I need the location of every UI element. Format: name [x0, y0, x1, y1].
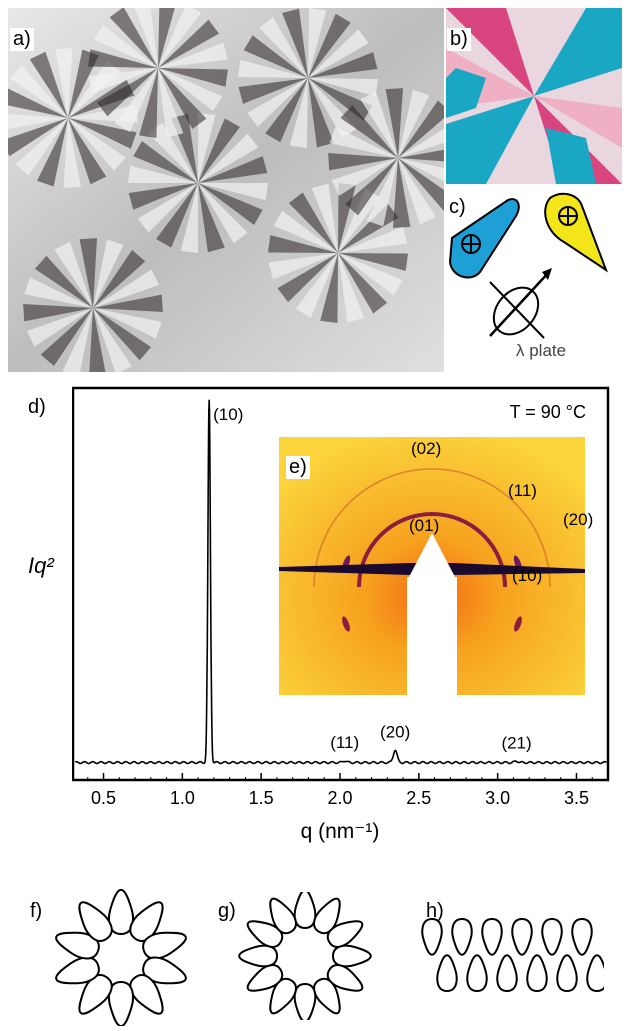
molecule-outline: [421, 917, 443, 956]
molecule-outline: [78, 901, 113, 942]
packing-schematic-g: [230, 889, 380, 1023]
lambda-plate-label: λ plate: [516, 341, 566, 360]
molecule-outline: [466, 954, 488, 993]
molecule-outline: [526, 954, 548, 993]
molecule-outline: [78, 974, 113, 1015]
saxs-2d-pattern: [279, 437, 585, 695]
molecule-outline: [269, 977, 297, 1015]
molecule-outline: [55, 931, 100, 960]
molecule-outline: [246, 964, 284, 992]
molecule-outline: [246, 920, 284, 948]
inset-reflection-label: (20): [563, 510, 594, 529]
molecule-outline: [108, 888, 134, 936]
molecule-outline: [556, 954, 578, 993]
panel-label-h: h): [426, 900, 444, 922]
panel-label-b: b): [447, 28, 471, 51]
pom-lambda-plate-image: [446, 8, 622, 184]
molecule-outline: [481, 917, 503, 956]
molecule-outline: [293, 889, 317, 930]
molecule-outline: [108, 980, 134, 1028]
molecule-outline: [436, 954, 458, 993]
x-tick-label: 3.5: [564, 788, 589, 808]
molecule-outline: [269, 897, 297, 935]
x-tick-label: 0.5: [91, 788, 116, 808]
peak-label: (20): [380, 722, 410, 741]
molecule-outline: [511, 917, 533, 956]
molecule-outline: [331, 944, 372, 968]
saxs-profile-line: [74, 399, 607, 765]
molecule-outline: [451, 917, 473, 956]
packing-schematic-f: [46, 886, 196, 1028]
y-axis-label: Iq²: [28, 553, 54, 579]
inset-reflection-label: (11): [508, 481, 537, 500]
molecule-outline: [496, 954, 518, 993]
lambda-plate-diagram: λ plate: [446, 186, 622, 366]
packing-schematic-h: [414, 912, 608, 1002]
y-axis-label-text: Iq²: [28, 553, 54, 578]
peak-label: (21): [501, 734, 531, 753]
molecule-outline: [326, 920, 364, 948]
x-tick-label: 2.0: [327, 788, 352, 808]
molecule-outline: [541, 917, 563, 956]
panel-label-a: a): [10, 28, 34, 51]
panel-label-d: d): [28, 396, 46, 418]
panel-label-f: f): [30, 900, 43, 922]
blue-indicator-shape: [448, 198, 520, 279]
x-tick-label: 1.5: [249, 788, 274, 808]
inset-reflection-label: (01): [409, 516, 440, 535]
molecule-outline: [313, 897, 341, 935]
saxs-chart: 0.5 1.0 1.5 2.0 2.5 3.0 3.5 (10) (11) (20) (21) T =…: [71, 386, 622, 856]
molecule-outline: [55, 956, 100, 985]
molecule-outline: [326, 964, 364, 992]
x-tick-label: 1.0: [170, 788, 195, 808]
molecule-outline: [313, 977, 341, 1015]
panel-label-e: e): [286, 456, 310, 479]
inset-reflection-label: (10): [512, 566, 543, 585]
x-tick-label: 2.5: [406, 788, 431, 808]
temperature-label: T = 90 °C: [510, 402, 586, 422]
inset-reflection-label: (02): [411, 439, 442, 458]
pom-texture-image: [8, 8, 444, 372]
molecule-outline: [129, 974, 164, 1015]
molecule-outline: [142, 931, 187, 960]
yellow-indicator-shape: [544, 192, 609, 273]
x-tick-label: 3.0: [485, 788, 510, 808]
x-axis-label: q (nm⁻¹): [301, 820, 380, 843]
molecule-outline: [293, 982, 317, 1023]
peak-label: (10): [213, 405, 243, 424]
panel-label-c: c): [447, 196, 468, 219]
molecule-outline: [586, 954, 608, 993]
molecule-outline: [571, 917, 593, 956]
molecule-outline: [129, 901, 164, 942]
peak-label: (11): [330, 733, 359, 752]
molecule-outline: [238, 944, 279, 968]
molecule-outline: [142, 956, 187, 985]
panel-label-g: g): [218, 900, 236, 922]
